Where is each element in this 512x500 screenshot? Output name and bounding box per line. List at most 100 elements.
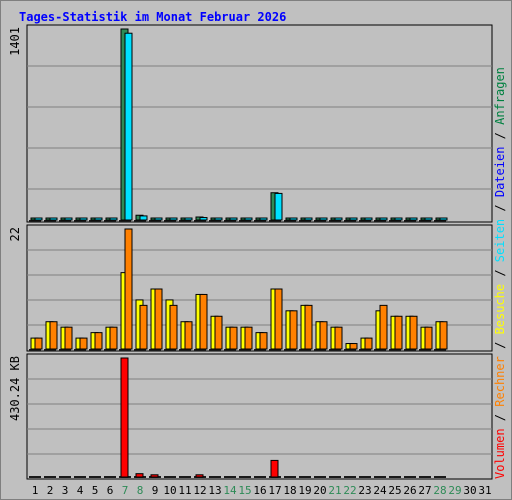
bar-volumen-day-17 [270, 459, 279, 478]
x-tick-label: 24 [373, 484, 387, 497]
baseline-mark [89, 476, 101, 478]
panel-visits: 22 [8, 224, 493, 352]
x-tick-label: 11 [178, 484, 191, 497]
legend-part: / [493, 125, 507, 147]
legend-part: Seiten [493, 219, 507, 262]
bar-rechner-day-7 [124, 228, 133, 350]
baseline-mark [179, 349, 191, 351]
bar-rechner-day-8 [139, 304, 148, 350]
y-max-label: 22 [8, 227, 22, 241]
baseline-mark [164, 349, 176, 351]
y-max-label: 430.24 KB [8, 356, 22, 421]
baseline-mark [104, 349, 116, 351]
baseline-mark [329, 349, 341, 351]
baseline-mark [29, 476, 41, 478]
bar-seiten-day-27 [424, 217, 433, 221]
baseline-mark [164, 220, 176, 222]
baseline-mark [284, 349, 296, 351]
legend-part: / [493, 407, 507, 429]
baseline-mark [209, 349, 221, 351]
baseline-mark [29, 220, 41, 222]
bar-rechner-day-26 [409, 315, 418, 350]
baseline-mark [344, 349, 356, 351]
baseline-mark [29, 349, 41, 351]
x-tick-label: 9 [152, 484, 159, 497]
baseline-mark [194, 220, 206, 222]
panel-frame [26, 24, 493, 223]
legend-part: Anfragen [493, 67, 507, 125]
baseline-mark [299, 220, 311, 222]
bar-rechner-day-16 [259, 332, 268, 350]
baseline-mark [374, 349, 386, 351]
baseline-mark [44, 349, 56, 351]
bar-rechner-day-20 [319, 321, 328, 350]
legend-part: Besuche [493, 284, 507, 335]
bar-seiten-day-24 [379, 217, 388, 221]
panel-requests: 1401 [8, 24, 493, 223]
bar-seiten-day-19 [304, 217, 313, 221]
bar-seiten-day-23 [364, 217, 373, 221]
baseline-mark [134, 220, 146, 222]
bar-seiten-day-22 [349, 217, 358, 221]
bar-rechner-day-27 [424, 326, 433, 350]
baseline-mark [419, 476, 431, 478]
panel-volume: 430.24 KB [8, 353, 493, 480]
chart-panels: 1401 22 430.24 KB [8, 24, 493, 480]
baseline-mark [404, 349, 416, 351]
baseline-mark [224, 220, 236, 222]
baseline-mark [374, 476, 386, 478]
baseline-mark [389, 476, 401, 478]
x-tick-label: 31 [478, 484, 491, 497]
bar-rechner-day-1 [34, 337, 43, 350]
baseline-mark [284, 220, 296, 222]
bar-seiten-day-15 [244, 217, 253, 221]
baseline-mark [314, 349, 326, 351]
baseline-mark [104, 476, 116, 478]
chart-title: Tages-Statistik im Monat Februar 2026 [19, 10, 286, 24]
bar-seiten-day-16 [259, 217, 268, 221]
x-tick-label: 4 [77, 484, 84, 497]
x-tick-label: 7 [122, 484, 129, 497]
bar-volumen-day-9 [150, 474, 159, 478]
bar-seiten-day-28 [439, 217, 448, 221]
bar-seiten-day-1 [34, 217, 43, 221]
bar-seiten-day-18 [289, 217, 298, 221]
x-tick-label: 25 [388, 484, 401, 497]
baseline-mark [359, 349, 371, 351]
baseline-mark [269, 220, 281, 222]
x-tick-label: 18 [283, 484, 296, 497]
baseline-mark [254, 476, 266, 478]
bar-rechner-day-15 [244, 326, 253, 350]
bar-rechner-day-11 [184, 321, 193, 350]
baseline-mark [434, 220, 446, 222]
baseline-mark [149, 349, 161, 351]
baseline-mark [209, 220, 221, 222]
baseline-mark [419, 220, 431, 222]
bar-rechner-day-5 [94, 332, 103, 350]
x-tick-label: 12 [193, 484, 206, 497]
x-tick-label: 20 [313, 484, 326, 497]
baseline-mark [164, 476, 176, 478]
bar-rechner-day-4 [79, 337, 88, 350]
baseline-mark [179, 220, 191, 222]
baseline-mark [194, 349, 206, 351]
baseline-mark [89, 349, 101, 351]
bar-seiten-day-10 [169, 217, 178, 221]
bar-seiten-day-21 [334, 217, 343, 221]
bar-rechner-day-14 [229, 326, 238, 350]
baseline-mark [149, 220, 161, 222]
bar-seiten-day-8 [139, 215, 148, 221]
bar-rechner-day-9 [154, 288, 163, 350]
legend-part: Volumen [493, 428, 507, 479]
x-tick-label: 13 [208, 484, 221, 497]
legend-part: Rechner [493, 356, 507, 407]
baseline-mark [344, 476, 356, 478]
baseline-mark [119, 220, 131, 222]
bar-rechner-day-6 [109, 326, 118, 350]
baseline-mark [254, 220, 266, 222]
baseline-mark [329, 476, 341, 478]
x-tick-label: 26 [403, 484, 416, 497]
baseline-mark [329, 220, 341, 222]
bar-seiten-day-26 [409, 217, 418, 221]
